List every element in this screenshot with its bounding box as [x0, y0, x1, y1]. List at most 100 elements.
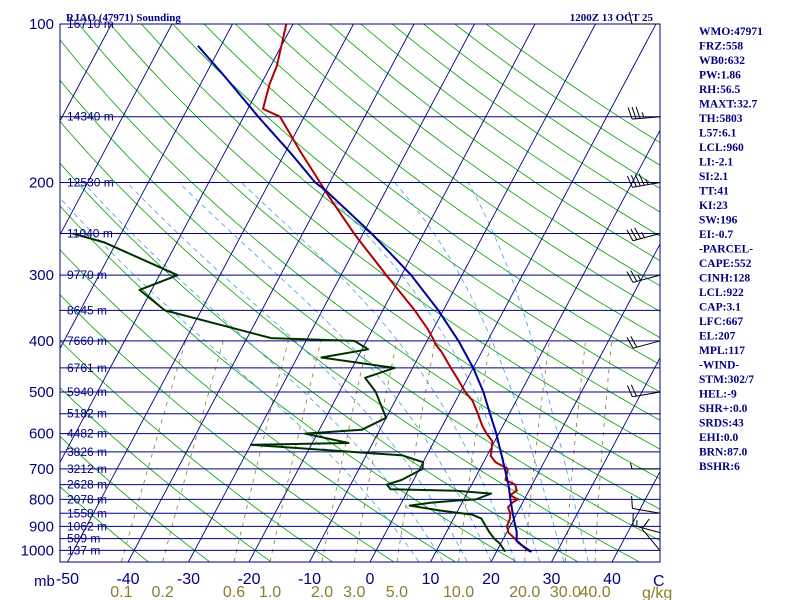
mixing-ratio-line — [121, 340, 186, 562]
dry-adiabat-line — [60, 249, 456, 562]
dry-adiabat-line — [60, 486, 149, 562]
pressure-axis-labels: mb 100 200 300 400 500 600 700 800 900 1000 — [21, 16, 55, 590]
height-label: 1062 m — [67, 519, 107, 533]
index-value: EHI:0.0 — [699, 432, 739, 444]
moist-adiabat-line — [178, 182, 492, 562]
isotherm-line — [309, 24, 596, 562]
index-value: -PARCEL- — [699, 244, 753, 256]
height-label: 3826 m — [67, 445, 107, 459]
index-value: EL:207 — [699, 331, 736, 343]
temperature-tick-label: -20 — [237, 571, 260, 588]
dry-adiabat-line — [235, 24, 660, 339]
wind-barb — [632, 512, 661, 534]
wind-barb — [626, 384, 661, 398]
dry-adiabat-line — [141, 24, 660, 421]
isotherm-line — [60, 24, 294, 464]
pressure-tick-label: 700 — [29, 461, 54, 478]
wind-barb — [627, 106, 661, 120]
wind-barb — [641, 518, 661, 551]
temperature-tick-label: -10 — [298, 571, 321, 588]
index-value: TH:5803 — [699, 113, 743, 125]
height-label: 8645 m — [67, 303, 107, 317]
index-value: CAPE:552 — [699, 258, 752, 270]
index-value: SHR+:0.0 — [699, 403, 748, 415]
temperature-tick-label: 40 — [603, 571, 621, 588]
height-labels: 16710 m 14340 m 12530 m 11040 m 9770 m 8645 m… — [67, 17, 114, 557]
mixing-ratio-line — [233, 340, 289, 562]
isotherm-line — [67, 24, 354, 562]
station-title: RJAO (47971) Sounding — [66, 12, 181, 24]
mixing-ratio-tick-label: 40.0 — [579, 584, 610, 600]
plot-frame — [59, 23, 661, 563]
height-label: 11040 m — [67, 226, 113, 240]
dry-adiabat-line — [60, 435, 210, 562]
pressure-unit-label: mb — [34, 573, 55, 590]
sounding-profiles — [72, 24, 533, 553]
moist-adiabat-line — [126, 182, 468, 562]
isotherm-line — [490, 243, 660, 562]
moist-adiabat-line — [241, 182, 516, 562]
temperature-tick-label: 0 — [366, 571, 375, 588]
isotherm-line — [188, 24, 475, 562]
index-value: SI:2.1 — [699, 171, 728, 183]
mixing-ratio-line — [162, 340, 224, 562]
mixing-ratio-line — [524, 340, 550, 562]
moist-adiabat-line — [467, 182, 589, 562]
mixing-ratio-tick-label: 2.0 — [311, 584, 333, 600]
dry-adiabat-line — [60, 294, 394, 562]
isotherm-line — [430, 129, 660, 562]
isotherm-line — [369, 24, 657, 562]
temperature-unit-label: C — [653, 573, 665, 590]
temperature-tick-label: 10 — [422, 571, 440, 588]
dry-adiabat-line — [60, 120, 639, 562]
wind-barb — [626, 336, 661, 349]
index-value: HEL:-9 — [699, 389, 737, 401]
height-label: 14340 m — [67, 110, 114, 124]
height-label: 2078 m — [67, 492, 107, 506]
index-value: STM:302/7 — [699, 374, 754, 386]
dry-adiabat-line — [172, 24, 660, 393]
index-value: MAXT:32.7 — [699, 99, 757, 111]
temperature-tick-label: 20 — [482, 571, 500, 588]
temperature-tick-label: -30 — [177, 571, 200, 588]
dry-adiabat-line — [60, 387, 271, 562]
moist-adiabat-line — [394, 182, 565, 562]
height-label: 4482 m — [67, 427, 107, 441]
pressure-tick-label: 100 — [29, 16, 54, 33]
index-value: RH:56.5 — [699, 84, 740, 96]
dry-adiabat-line — [60, 39, 660, 510]
wind-barb — [628, 11, 660, 25]
index-value: WMO:47971 — [699, 26, 763, 38]
index-value: LI:-2.1 — [699, 157, 733, 169]
isotherm-line — [0, 24, 51, 562]
pressure-tick-label: 200 — [29, 174, 54, 191]
index-value: LCL:960 — [699, 142, 744, 154]
isotherm-line — [551, 356, 660, 562]
height-label: 2628 m — [67, 478, 107, 492]
dry-adiabat-line — [60, 205, 517, 562]
index-value: SRDS:43 — [699, 418, 744, 430]
height-label: 137 m — [67, 543, 100, 557]
mixing-ratio-tick-label: 5.0 — [386, 584, 408, 600]
pressure-tick-label: 400 — [29, 333, 54, 350]
isotherm-line — [60, 24, 233, 350]
mixing-ratio-line — [565, 340, 586, 562]
mixing-ratio-tick-label: 20.0 — [509, 584, 540, 600]
isotherm-line — [248, 24, 536, 562]
wind-barb — [626, 227, 661, 242]
isotherm-line — [127, 24, 415, 562]
index-value: KI:23 — [699, 200, 728, 212]
wind-barb — [626, 270, 661, 283]
pressure-tick-label: 800 — [29, 491, 54, 508]
time-title: 1200Z 13 OCT 25 — [570, 12, 654, 24]
wind-barbs — [626, 11, 661, 551]
dry-adiabat-line — [329, 24, 660, 262]
wind-barb — [631, 496, 661, 514]
index-value: MPL:117 — [699, 345, 745, 357]
index-value: L57:6.1 — [699, 128, 737, 140]
dry-adiabat-line — [297, 24, 660, 287]
index-value: TT:41 — [699, 186, 729, 198]
mixing-ratio-tick-label: 0.6 — [223, 584, 245, 600]
temperature-tick-label: 30 — [543, 571, 561, 588]
